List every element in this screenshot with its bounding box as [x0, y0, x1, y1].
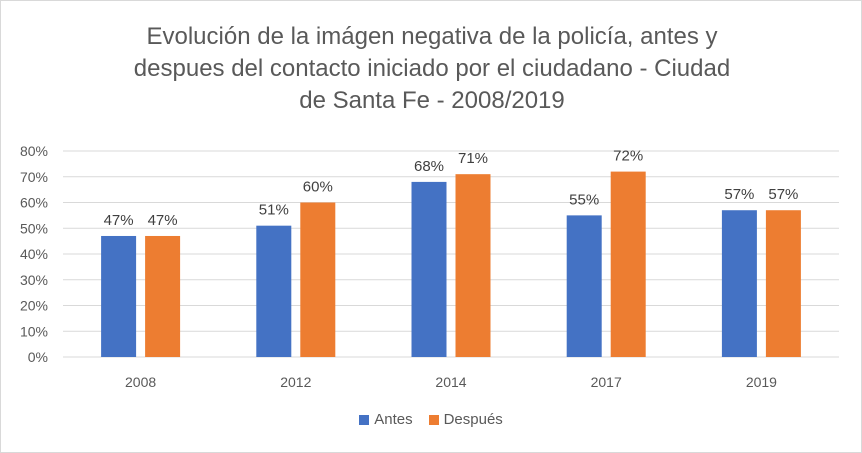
y-tick-label: 40% — [20, 246, 48, 262]
data-label-despues-2019: 57% — [768, 186, 798, 203]
data-label-antes-2014: 68% — [414, 158, 444, 175]
bar-despues-2014[interactable] — [455, 174, 491, 357]
chart-title-line-1: Evolución de la imágen negativa de la po… — [146, 23, 718, 50]
data-label-despues-2017: 72% — [613, 148, 643, 165]
data-label-antes-2008: 47% — [104, 212, 134, 229]
bars — [101, 171, 801, 358]
legend-item-antes[interactable]: Antes — [359, 411, 413, 428]
y-tick-label: 30% — [20, 272, 48, 288]
y-tick-label: 60% — [20, 195, 48, 211]
bar-despues-2012[interactable] — [300, 202, 336, 358]
data-label-despues-2012: 60% — [303, 179, 333, 196]
bar-despues-2008[interactable] — [145, 235, 181, 357]
data-label-antes-2019: 57% — [724, 186, 754, 203]
legend-label-antes: Antes — [374, 411, 413, 428]
data-labels: 47% 47% 51% 60% 68% 71% 55% 72% 57% 57% — [104, 148, 799, 229]
y-tick-label: 20% — [20, 298, 48, 314]
x-tick-label-2012: 2012 — [280, 374, 311, 390]
x-tick-label-2014: 2014 — [435, 374, 466, 390]
legend-swatch-antes — [359, 414, 370, 425]
y-tick-label: 70% — [20, 169, 48, 185]
legend-label-despues: Después — [443, 411, 503, 428]
x-tick-label-2019: 2019 — [746, 374, 777, 390]
legend-swatch-despues — [428, 414, 439, 425]
x-tick-label-2008: 2008 — [125, 374, 156, 390]
chart-title-line-2: despues del contacto iniciado por el ciu… — [133, 55, 731, 82]
y-tick-label: 50% — [20, 220, 48, 236]
chart-title: Evolución de la imágen negativa de la po… — [61, 21, 803, 117]
bar-chart: 0% 10% 20% 30% 40% 50% 60% 70% 80% 47% 47% 51% 60% 6… — [20, 143, 839, 390]
bar-antes-2019[interactable] — [721, 210, 757, 357]
gridlines — [63, 150, 839, 358]
bar-despues-2019[interactable] — [765, 210, 801, 357]
data-label-despues-2014: 71% — [458, 150, 488, 167]
data-label-antes-2012: 51% — [259, 202, 289, 219]
legend-item-despues[interactable]: Después — [428, 411, 503, 428]
bar-despues-2017[interactable] — [610, 171, 646, 357]
y-tick-label: 80% — [20, 143, 48, 159]
bar-antes-2012[interactable] — [256, 225, 292, 357]
legend: Antes Después — [1, 411, 861, 428]
y-tick-label: 0% — [28, 349, 48, 365]
y-axis-tick-labels: 0% 10% 20% 30% 40% 50% 60% 70% 80% — [20, 143, 48, 365]
bar-antes-2014[interactable] — [411, 181, 447, 357]
x-axis-tick-labels: 2008 2012 2014 2017 2019 — [125, 374, 777, 390]
bar-antes-2017[interactable] — [566, 215, 602, 357]
bar-antes-2008[interactable] — [101, 235, 137, 357]
data-label-despues-2008: 47% — [148, 212, 178, 229]
data-label-antes-2017: 55% — [569, 191, 599, 208]
chart-title-line-3: de Santa Fe - 2008/2019 — [299, 87, 565, 114]
x-tick-label-2017: 2017 — [591, 374, 622, 390]
y-tick-label: 10% — [20, 323, 48, 339]
